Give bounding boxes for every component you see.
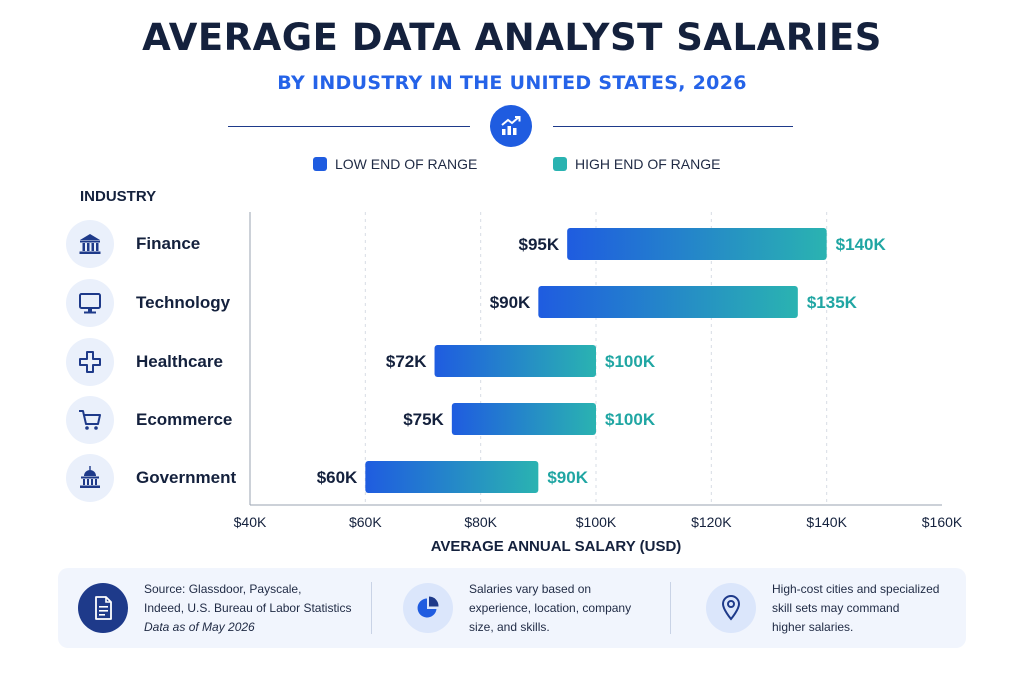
- x-tick-label: $160K: [922, 514, 963, 530]
- low-value-label: $90K: [490, 293, 531, 312]
- range-bar: [434, 345, 596, 377]
- footer-variance-line: Salaries vary based on: [469, 581, 592, 596]
- industry-label-government: Government: [136, 468, 237, 487]
- x-tick-label: $120K: [691, 514, 732, 530]
- industry-row-healthcare: Healthcare: [66, 338, 223, 386]
- footer-variance-line: experience, location, company: [469, 600, 632, 615]
- footer-variance-text: Salaries vary based on experience, locat…: [469, 580, 631, 637]
- location-pin-icon: [706, 583, 756, 633]
- x-tick-label: $140K: [806, 514, 847, 530]
- axes: [249, 212, 942, 506]
- capitol-building-icon: [66, 454, 114, 502]
- legend-high: HIGH END OF RANGE: [553, 156, 720, 172]
- monitor-icon: [66, 279, 114, 327]
- footer-notes: Source: Glassdoor, Payscale, Indeed, U.S…: [58, 568, 966, 648]
- industry-label-ecommerce: Ecommerce: [136, 410, 233, 429]
- high-value-label: $90K: [547, 468, 588, 487]
- legend-high-label: HIGH END OF RANGE: [575, 156, 721, 172]
- footer-source: Source: Glassdoor, Payscale, Indeed, U.S…: [78, 568, 351, 648]
- footer-divider: [670, 582, 671, 634]
- footer-location-line: High-cost cities and specialized: [772, 581, 940, 596]
- high-value-label: $135K: [807, 293, 858, 312]
- range-bar: [538, 286, 798, 318]
- industry-axis-label: INDUSTRY: [80, 188, 157, 205]
- footer-data-date: Data as of May 2026: [144, 619, 255, 634]
- high-value-label: $140K: [836, 235, 887, 254]
- bank-icon: [66, 220, 114, 268]
- document-icon: [78, 583, 128, 633]
- footer-source-text: Source: Glassdoor, Payscale, Indeed, U.S…: [144, 580, 351, 637]
- footer-location-line: higher salaries.: [772, 619, 854, 634]
- footer-variance: Salaries vary based on experience, locat…: [403, 568, 631, 648]
- salary-range-chart: $95K $140K $90K $135K $72K $100K $75K $100K $60K…: [234, 212, 963, 530]
- x-tick-labels: $40K $60K $80K $100K $120K $140K $160K: [234, 514, 963, 530]
- chart-title: AVERAGE DATA ANALYST SALARIES: [142, 16, 882, 59]
- x-tick-label: $60K: [349, 514, 382, 530]
- chart-subtitle: BY INDUSTRY IN THE UNITED STATES, 2026: [277, 72, 747, 94]
- x-tick-label: $80K: [464, 514, 497, 530]
- range-bar: [451, 403, 596, 435]
- bars: [365, 228, 827, 493]
- legend-low-label: LOW END OF RANGE: [335, 156, 478, 172]
- industry-label-technology: Technology: [136, 293, 231, 312]
- low-value-label: $60K: [317, 468, 358, 487]
- shopping-cart-icon: [66, 396, 114, 444]
- x-axis-title: AVERAGE ANNUAL SALARY (USD): [430, 538, 682, 555]
- industry-label-healthcare: Healthcare: [136, 352, 223, 371]
- high-value-label: $100K: [605, 352, 656, 371]
- high-value-label: $100K: [605, 410, 656, 429]
- industry-label-finance: Finance: [136, 234, 201, 253]
- footer-source-line: Source: Glassdoor, Payscale,: [144, 581, 302, 596]
- industry-row-technology: Technology: [66, 279, 230, 327]
- footer-divider: [371, 582, 372, 634]
- title-divider-left: [228, 126, 470, 127]
- industry-row-ecommerce: Ecommerce: [66, 396, 232, 444]
- legend-low-swatch: [313, 157, 327, 171]
- x-tick-label: $100K: [576, 514, 617, 530]
- pie-chart-icon: [403, 583, 453, 633]
- x-tick-label: $40K: [234, 514, 267, 530]
- footer-location-text: High-cost cities and specialized skill s…: [772, 580, 939, 637]
- footer-location-line: skill sets may command: [772, 600, 900, 615]
- footer-variance-line: size, and skills.: [469, 619, 550, 634]
- bar-labels: $95K $140K $90K $135K $72K $100K $75K $100K $60K…: [317, 235, 887, 487]
- low-value-label: $75K: [403, 410, 444, 429]
- industry-row-government: Government: [66, 454, 236, 502]
- range-bar: [365, 461, 539, 493]
- footer-location: High-cost cities and specialized skill s…: [706, 568, 939, 648]
- low-value-label: $72K: [386, 352, 427, 371]
- trend-chart-icon: [490, 105, 532, 147]
- title-divider-right: [553, 126, 793, 127]
- low-value-label: $95K: [519, 235, 560, 254]
- footer-source-line: Indeed, U.S. Bureau of Labor Statistics: [144, 600, 352, 615]
- industry-row-finance: Finance: [66, 220, 200, 268]
- legend-low: LOW END OF RANGE: [313, 156, 477, 172]
- range-bar: [567, 228, 827, 260]
- medical-cross-icon: [66, 338, 114, 386]
- legend-high-swatch: [553, 157, 567, 171]
